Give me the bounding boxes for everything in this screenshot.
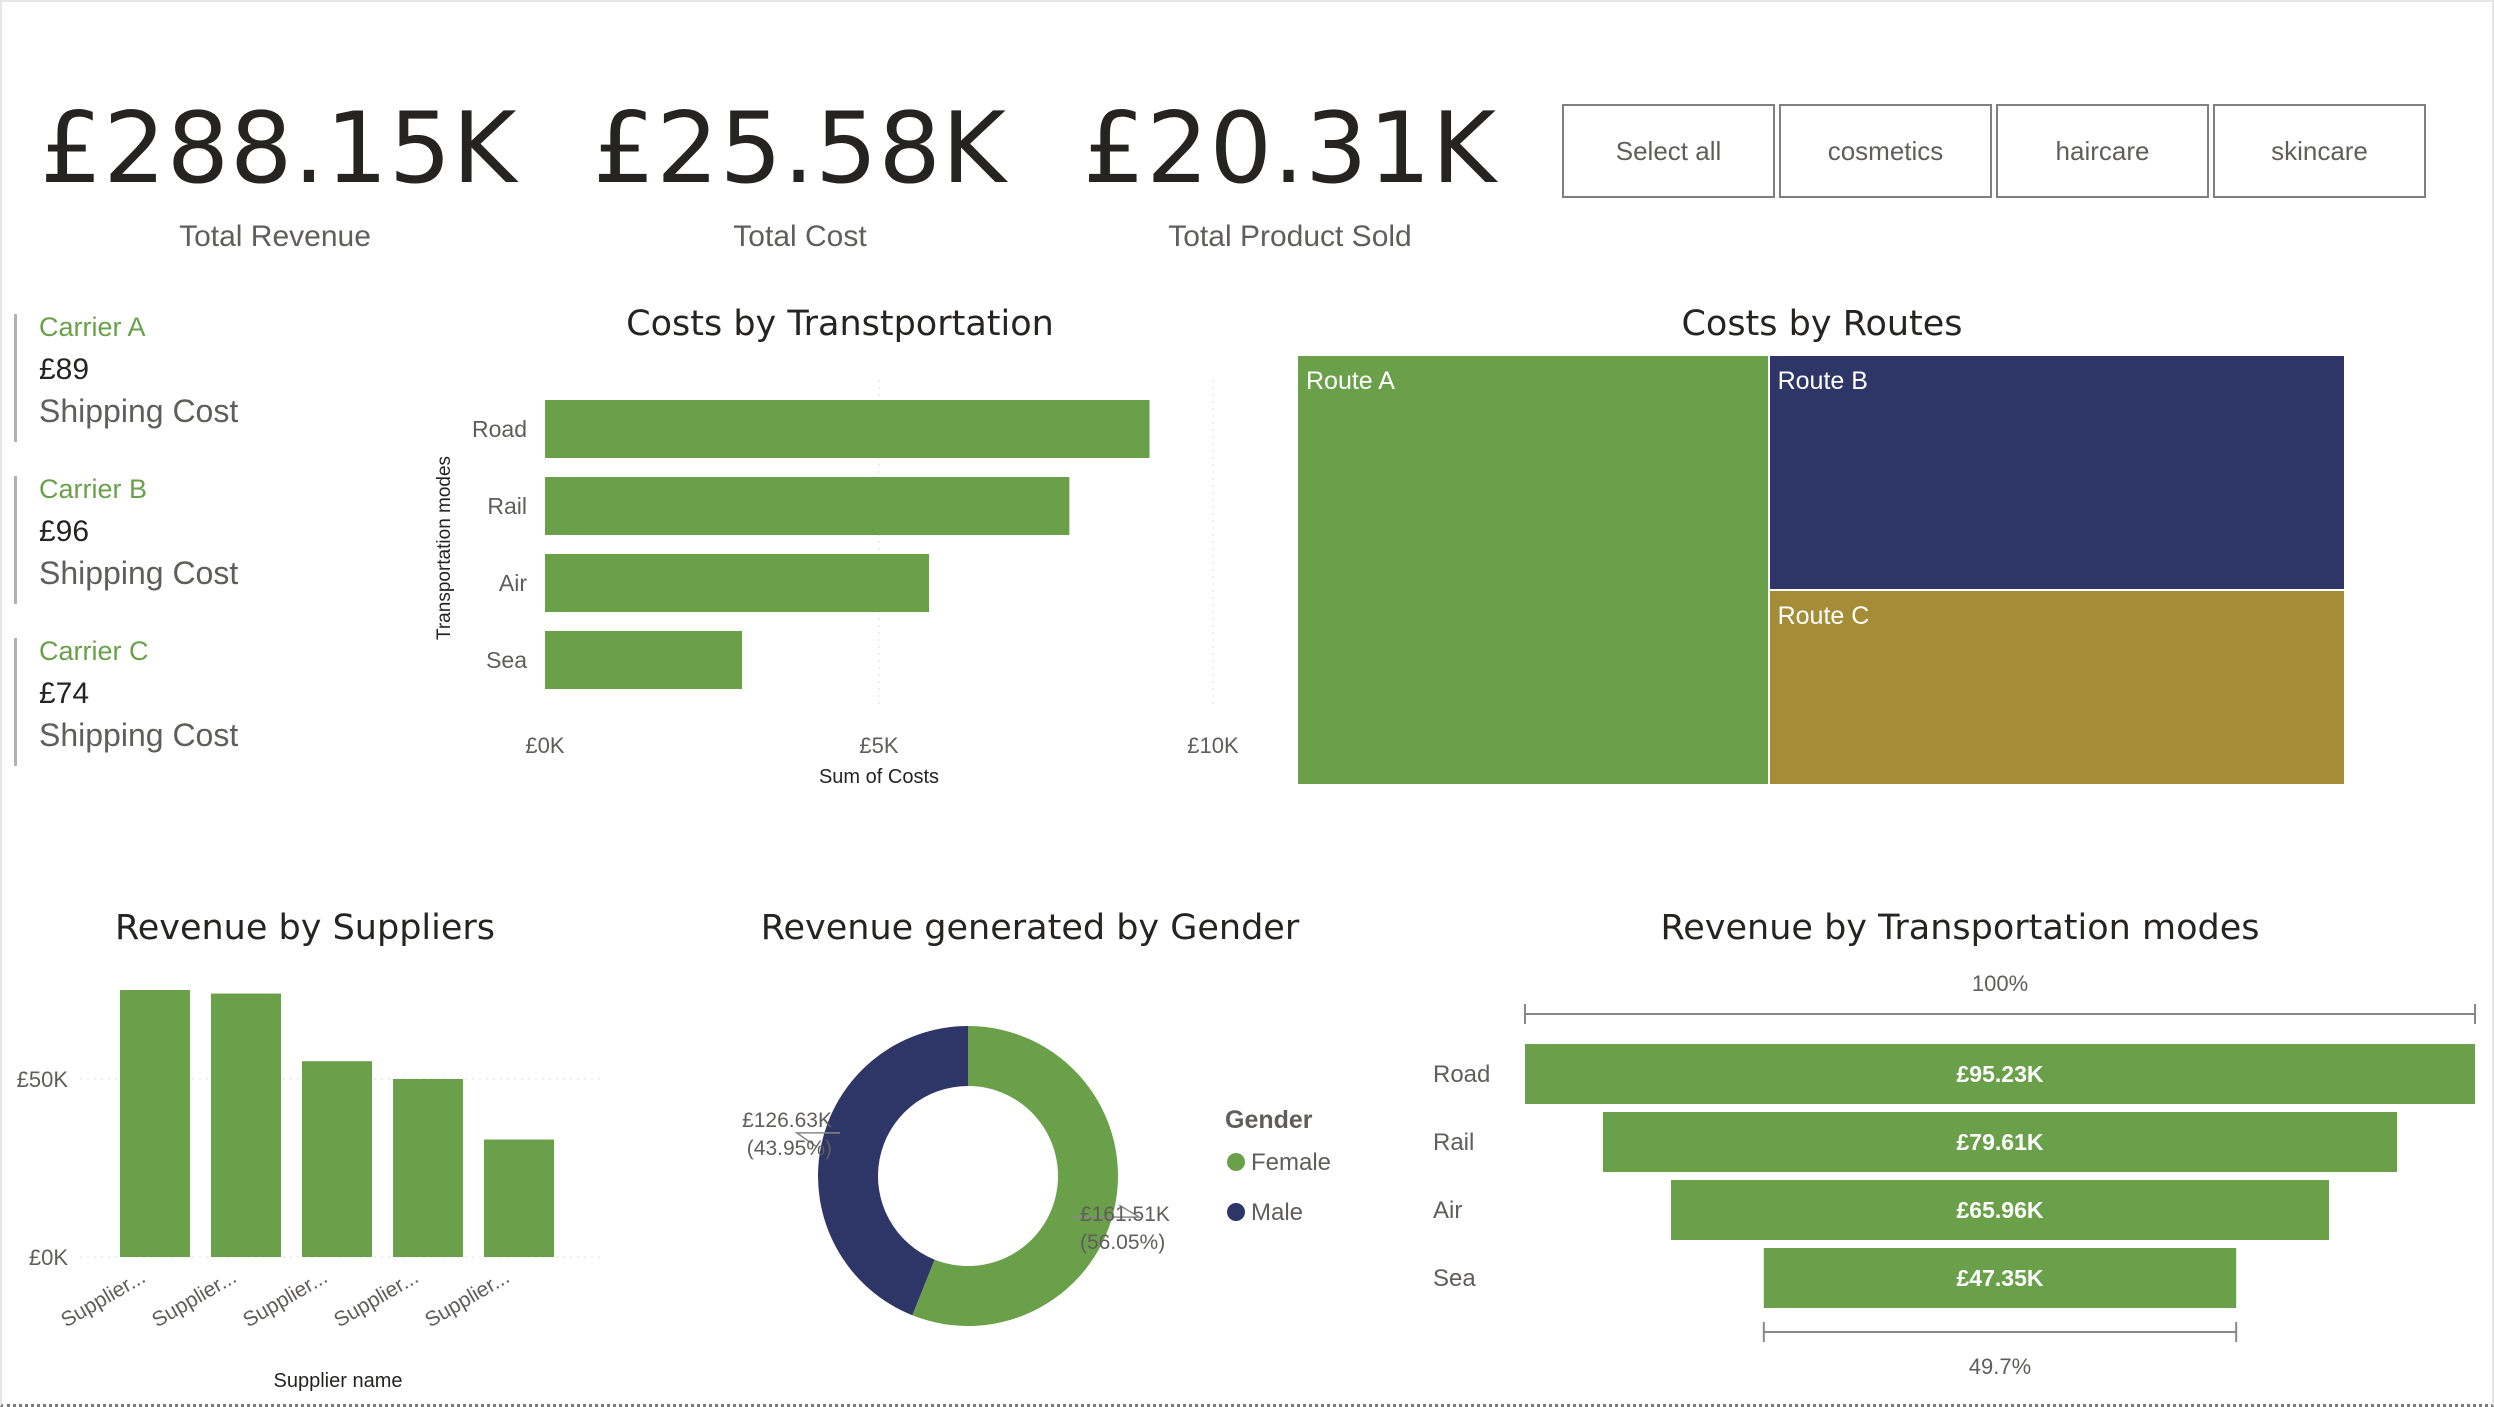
treemap-tile-label: Route A [1306,367,1395,395]
y-tick-label: Sea [486,647,527,673]
funnel-category-label: Road [1433,1061,1490,1088]
funnel-value-label: £95.23K [1957,1061,2044,1087]
costs-by-transportation-chart: £0K £5K £10K Road Rail Air Sea Sum of Costs Tran… [434,380,1239,788]
data-label-percent: (43.95%) [747,1137,832,1160]
data-label-value: £126.63K [742,1109,832,1132]
carrier-cost-label: Shipping Cost [39,555,239,591]
y-tick-label: Air [499,570,527,596]
x-tick-label: £0K [525,733,564,758]
bar [545,631,743,689]
y-tick-label: Rail [487,493,527,519]
chart-title-costs-by-transportation: Costs by Transtportation [626,304,1054,344]
carrier-card-b: Carrier B £96 Shipping Cost [14,476,314,604]
funnel-category-label: Air [1433,1197,1462,1224]
carrier-name: Carrier C [39,636,149,666]
leader-line [1072,1204,1142,1218]
leader-line [794,1132,840,1148]
funnel-value-label: £79.61K [1957,1129,2044,1155]
treemap-tile-label: Route B [1777,367,1868,395]
data-label-percent: (56.05%) [1080,1231,1165,1254]
kpi-label: Total Cost [733,220,867,253]
funnel-bar [1763,1248,2237,1308]
funnel-bar [1602,1112,2398,1172]
carrier-cost-label: Shipping Cost [39,717,239,753]
chart-title-costs-by-routes: Costs by Routes [1681,304,1963,344]
carrier-cost: £96 [39,515,90,548]
treemap-tile-route-c: Route C [1769,590,2344,784]
x-axis-title: Sum of Costs [819,766,939,788]
revenue-by-transportation-funnel: 100% £95.23K Road £79.61K Rail £65.96K Air £47.… [1433,971,2476,1379]
chart-title-revenue-by-suppliers: Revenue by Suppliers [114,908,496,948]
x-tick-label: £5K [859,733,898,758]
kpi-value: £20.31K [1082,92,1498,206]
slicer-skincare[interactable]: skincare [2213,104,2426,198]
x-tick-label: Supplier... [57,1265,149,1332]
slicer-select-all[interactable]: Select all [1562,104,1775,198]
carrier-card-a: Carrier A £89 Shipping Cost [14,314,314,442]
kpi-value: £25.58K [592,92,1008,206]
legend-label: Female [1251,1149,1331,1176]
bar [545,477,1070,535]
kpi-total-cost: £25.58K Total Cost [590,100,1010,254]
funnel-top-label: 100% [1972,971,2028,996]
carrier-cost: £89 [39,353,90,386]
funnel-bar [1670,1180,2330,1240]
funnel-category-label: Sea [1433,1265,1476,1292]
bar [393,1079,463,1257]
bar [545,554,930,612]
treemap-tile-route-a: Route A [1298,356,1768,784]
kpi-total-revenue: £288.15K Total Revenue [40,92,518,254]
slicer-haircare[interactable]: haircare [1996,104,2209,198]
legend-title: Gender [1225,1106,1313,1134]
y-axis-title: Transportation modes [434,456,455,640]
legend-marker [1227,1153,1245,1171]
x-tick-label: Supplier... [239,1265,331,1332]
funnel-bottom-label: 49.7% [1969,1354,2031,1379]
funnel-category-label: Rail [1433,1129,1474,1156]
bar [302,1061,372,1257]
carrier-card-c: Carrier C £74 Shipping Cost [14,638,314,766]
y-tick-label: £0K [29,1245,68,1270]
bar [484,1139,554,1257]
donut-slice-male [818,1026,968,1316]
legend-marker [1227,1203,1245,1221]
legend-label: Male [1251,1199,1303,1226]
chart-title-revenue-by-transportation-modes: Revenue by Transportation modes [1660,908,2260,948]
carrier-cost-label: Shipping Cost [39,393,239,429]
funnel-value-label: £65.96K [1957,1197,2044,1223]
x-tick-label: Supplier... [421,1265,513,1332]
bar [545,400,1150,458]
funnel-bar [1525,1044,2475,1104]
bar [120,990,190,1257]
carrier-name: Carrier B [39,474,148,504]
costs-by-routes-treemap: Route A Route B Route C [1298,356,2346,786]
chart-title-revenue-by-gender: Revenue generated by Gender [760,908,1300,948]
kpi-label: Total Product Sold [1168,220,1412,253]
kpi-total-product-sold: £20.31K Total Product Sold [1080,100,1500,254]
carrier-cost: £74 [39,677,90,710]
x-tick-label: £10K [1187,733,1239,758]
donut-slice-female [912,1026,1118,1326]
carrier-name: Carrier A [39,312,146,342]
kpi-label: Total Revenue [179,220,371,253]
treemap-tile-route-b: Route B [1769,356,2344,589]
y-tick-label: Road [472,416,527,442]
y-tick-label: £50K [17,1067,69,1092]
bar [211,993,281,1257]
kpi-value: £288.15K [40,92,518,206]
slicer-cosmetics[interactable]: cosmetics [1779,104,1992,198]
funnel-value-label: £47.35K [1957,1265,2044,1291]
revenue-by-gender-donut: £161.51K (56.05%) £126.63K (43.95%) Gender Fe… [742,1026,1331,1326]
data-label-value: £161.51K [1080,1203,1170,1226]
treemap-tile-label: Route C [1777,601,1870,630]
x-axis-title: Supplier name [274,1370,403,1392]
x-tick-label: Supplier... [330,1265,422,1332]
x-tick-label: Supplier... [148,1265,240,1332]
revenue-by-suppliers-chart: £0K£50KSupplier...Supplier...Supplier...… [17,990,600,1392]
